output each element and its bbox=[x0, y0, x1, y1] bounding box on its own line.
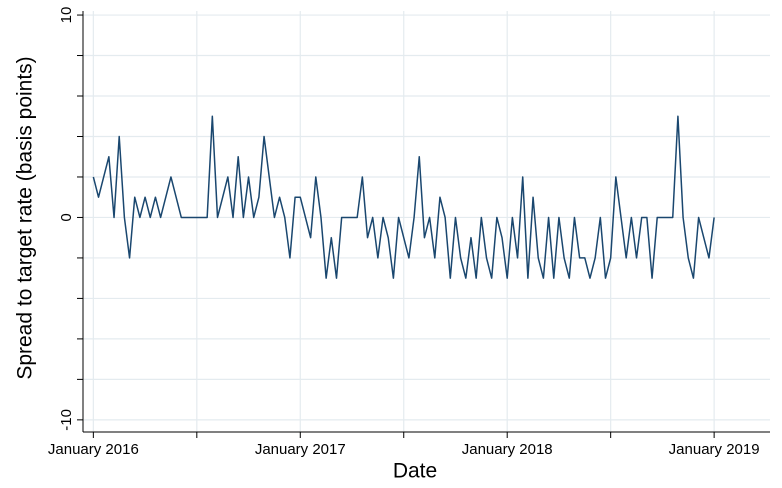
y-tick-label: 0 bbox=[58, 213, 75, 221]
x-axis-title: Date bbox=[393, 460, 437, 483]
data-line bbox=[92, 115, 715, 279]
y-axis-title: Spread to target rate (basis points) bbox=[14, 56, 37, 379]
x-tick-label: January 2019 bbox=[669, 441, 760, 458]
y-tick-label: -10 bbox=[58, 409, 75, 431]
x-tick-label: January 2017 bbox=[255, 441, 346, 458]
y-tick-label: 10 bbox=[58, 7, 75, 24]
x-tick-label: January 2016 bbox=[48, 441, 139, 458]
x-tick-label: January 2018 bbox=[462, 441, 553, 458]
